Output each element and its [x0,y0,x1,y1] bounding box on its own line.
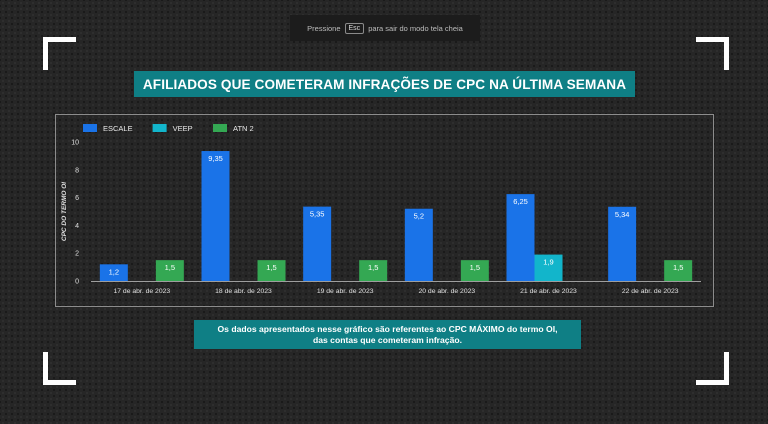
x-tick-label: 22 de abr. de 2023 [622,288,679,295]
esc-key-badge: Esc [344,22,365,34]
x-tick-label: 21 de abr. de 2023 [520,288,577,295]
x-tick-label: 17 de abr. de 2023 [113,288,170,295]
bar-value-label: 1,2 [109,267,119,276]
frame-corner-top-left [43,37,76,70]
bar-value-label: 5,35 [310,210,325,219]
legend-label-veep: VEEP [173,124,193,133]
frame-corner-bottom-left [43,352,76,385]
y-tick-label: 4 [75,223,79,230]
legend-label-escale: ESCALE [103,124,133,133]
bar [303,206,332,281]
footnote-line-2: das contas que cometeram infração. [312,334,462,345]
bar-value-label: 5,2 [414,212,424,221]
bar [99,264,128,281]
y-axis-label: CPC DO TERMO OI [61,182,68,241]
bar [608,206,637,281]
bar [155,260,184,281]
bar [404,208,433,281]
bar [534,254,563,281]
footnote-banner: Os dados apresentados nesse gráfico são … [194,320,581,349]
bar-value-label: 1,9 [543,258,553,267]
bar-value-label: 1,5 [165,263,175,272]
bar-value-label: 5,34 [615,210,630,219]
frame-corner-top-right [696,37,729,70]
bar-value-label: 1,5 [673,263,683,272]
bar [359,260,388,281]
fullscreen-hint: Pressione Esc para sair do modo tela che… [290,15,480,41]
bar [506,194,535,281]
y-tick-label: 0 [75,279,79,286]
fullscreen-hint-prefix: Pressione [307,23,341,33]
footnote-line-1: Os dados apresentados nesse gráfico são … [217,323,558,334]
y-tick-label: 10 [71,140,79,147]
legend-swatch-escale [83,124,97,132]
bar-value-label: 9,35 [208,154,223,163]
x-tick-label: 18 de abr. de 2023 [215,288,272,295]
bar-chart: 0 2 4 6 8 10 CPC DO TERMO OI ESCALE VEEP ATN 2 1,2… [61,124,701,295]
y-tick-label: 8 [75,167,79,174]
bar-value-label: 6,25 [513,197,528,206]
bar [664,260,693,281]
bar-value-label: 1,5 [368,263,378,272]
x-tick-label: 19 de abr. de 2023 [317,288,374,295]
legend-swatch-atn-2 [213,124,227,132]
bar-value-label: 1,5 [266,263,276,272]
frame-corner-bottom-right [696,352,729,385]
legend-label-atn-2: ATN 2 [233,124,254,133]
x-tick-label: 20 de abr. de 2023 [418,288,475,295]
page-title: AFILIADOS QUE COMETERAM INFRAÇÕES DE CPC… [134,71,635,97]
y-tick-label: 6 [75,195,79,202]
bar-value-label: 1,5 [470,263,480,272]
legend-swatch-veep [152,124,167,132]
bar [460,260,489,281]
chart-panel: 0 2 4 6 8 10 CPC DO TERMO OI ESCALE VEEP ATN 2 1,2… [55,114,714,307]
fullscreen-hint-suffix: para sair do modo tela cheia [368,23,463,33]
bar [201,151,230,281]
y-tick-label: 2 [75,251,79,258]
bar [257,260,286,281]
